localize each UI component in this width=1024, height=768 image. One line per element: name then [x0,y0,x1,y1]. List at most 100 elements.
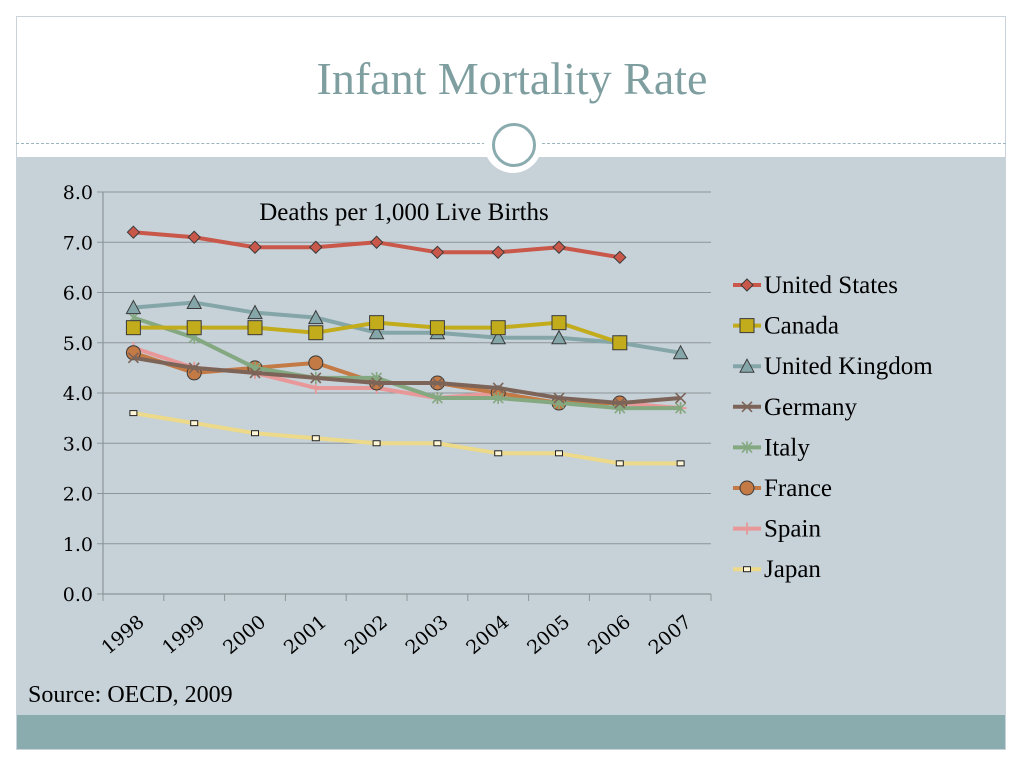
slide-title: Infant Mortality Rate [316,53,708,104]
data-point-canada [429,320,445,336]
marker-stroke [371,377,383,389]
legend-item-united-states: United States [733,272,898,299]
marker-stroke [675,392,687,404]
legend-marker [740,278,754,292]
x-tick-label: 2006 [584,611,635,659]
data-point-united-states [126,225,141,239]
data-point-united-kingdom [247,304,263,320]
legend-marker [741,441,753,454]
x-tick-label: 1999 [158,611,209,659]
data-point-canada [551,315,567,331]
series-layer [125,225,689,467]
y-tick-label: 1.0 [63,534,93,556]
legend-label: United Kingdom [764,353,933,380]
x-tick-label: 2005 [523,611,574,659]
series-united-states [126,225,627,265]
data-point-japan [372,440,381,447]
series-line-united-kingdom [133,300,681,355]
legend-label: France [764,475,832,502]
legend-marker [739,480,755,496]
legend-label: Spain [764,516,821,543]
legend: United States Canada United Kingdom Germany… [733,272,933,583]
legend-label: Germany [764,394,858,421]
data-point-spain [309,381,322,394]
data-point-germany [371,377,383,389]
data-point-germany [553,392,565,404]
y-tick-label: 3.0 [63,433,93,455]
data-point-canada [612,335,628,351]
data-point-united-states [491,245,505,260]
series-line-spain [132,345,681,411]
data-point-germany [492,382,504,394]
data-point-germany [614,397,626,409]
x-tick-label: 1998 [97,611,148,659]
data-point-canada [186,320,202,336]
legend-marker [741,401,753,413]
data-point-germany [431,377,443,389]
legend-item-canada: Canada [733,313,839,340]
legend-marker [739,318,755,334]
legend-label: United States [764,272,898,299]
marker-stroke [492,382,504,394]
y-tick-label: 7.0 [63,232,93,254]
series-canada [125,315,628,351]
marker-stroke [127,352,139,364]
marker-stroke [741,401,753,413]
data-point-united-kingdom [368,324,385,340]
data-point-united-states [552,240,566,254]
data-point-united-states [430,245,445,260]
data-point-japan [433,440,442,447]
data-point-united-states [309,240,323,254]
marker-stroke [553,392,565,404]
y-tick-label: 6.0 [63,283,93,305]
data-point-germany [188,362,200,374]
y-tick-label: 8.0 [63,182,93,204]
data-point-japan [190,420,199,427]
footer-band [17,715,1005,749]
data-point-germany [127,352,139,364]
legend-item-japan: Japan [733,556,821,583]
series-line-japan [133,411,681,466]
series-line-germany [133,355,681,406]
x-tick-label: 2003 [401,611,452,659]
marker-stroke [614,397,626,409]
x-tick-label: 2007 [645,611,696,659]
legend-label: Canada [764,313,839,340]
data-point-germany [249,367,261,379]
legend-item-france: France [733,475,832,502]
source-note: Source: OECD, 2009 [28,682,233,708]
data-point-united-kingdom [551,329,567,345]
legend-label: Italy [764,434,810,461]
series-germany [127,352,687,409]
legend-item-germany: Germany [733,394,858,421]
marker-stroke [310,372,322,384]
marker-stroke [249,367,261,379]
data-point-united-kingdom [307,309,324,325]
marker-stroke [431,377,443,389]
series-line-italy [132,315,681,411]
data-point-canada [369,315,385,331]
data-point-canada [308,325,324,341]
data-point-italy [492,392,504,405]
y-tick-label: 5.0 [63,333,93,355]
data-point-canada [125,320,141,336]
data-point-united-states [248,240,262,254]
ornament-ring-inner [492,123,536,167]
data-point-japan [494,450,503,457]
x-tick-label: 2004 [462,611,513,659]
legend-marker [739,358,755,373]
data-point-united-kingdom [186,294,203,310]
data-point-japan [251,430,259,437]
legend-label: Japan [764,556,821,583]
data-point-italy [431,392,443,405]
data-point-japan [676,460,685,467]
y-tick-label: 0.0 [63,584,93,606]
data-point-germany [310,372,322,384]
data-point-japan [311,435,320,442]
series-japan [129,410,685,467]
data-point-japan [615,460,624,467]
chart-subtitle: Deaths per 1,000 Live Births [259,199,549,226]
x-tick-label: 2000 [219,611,270,659]
